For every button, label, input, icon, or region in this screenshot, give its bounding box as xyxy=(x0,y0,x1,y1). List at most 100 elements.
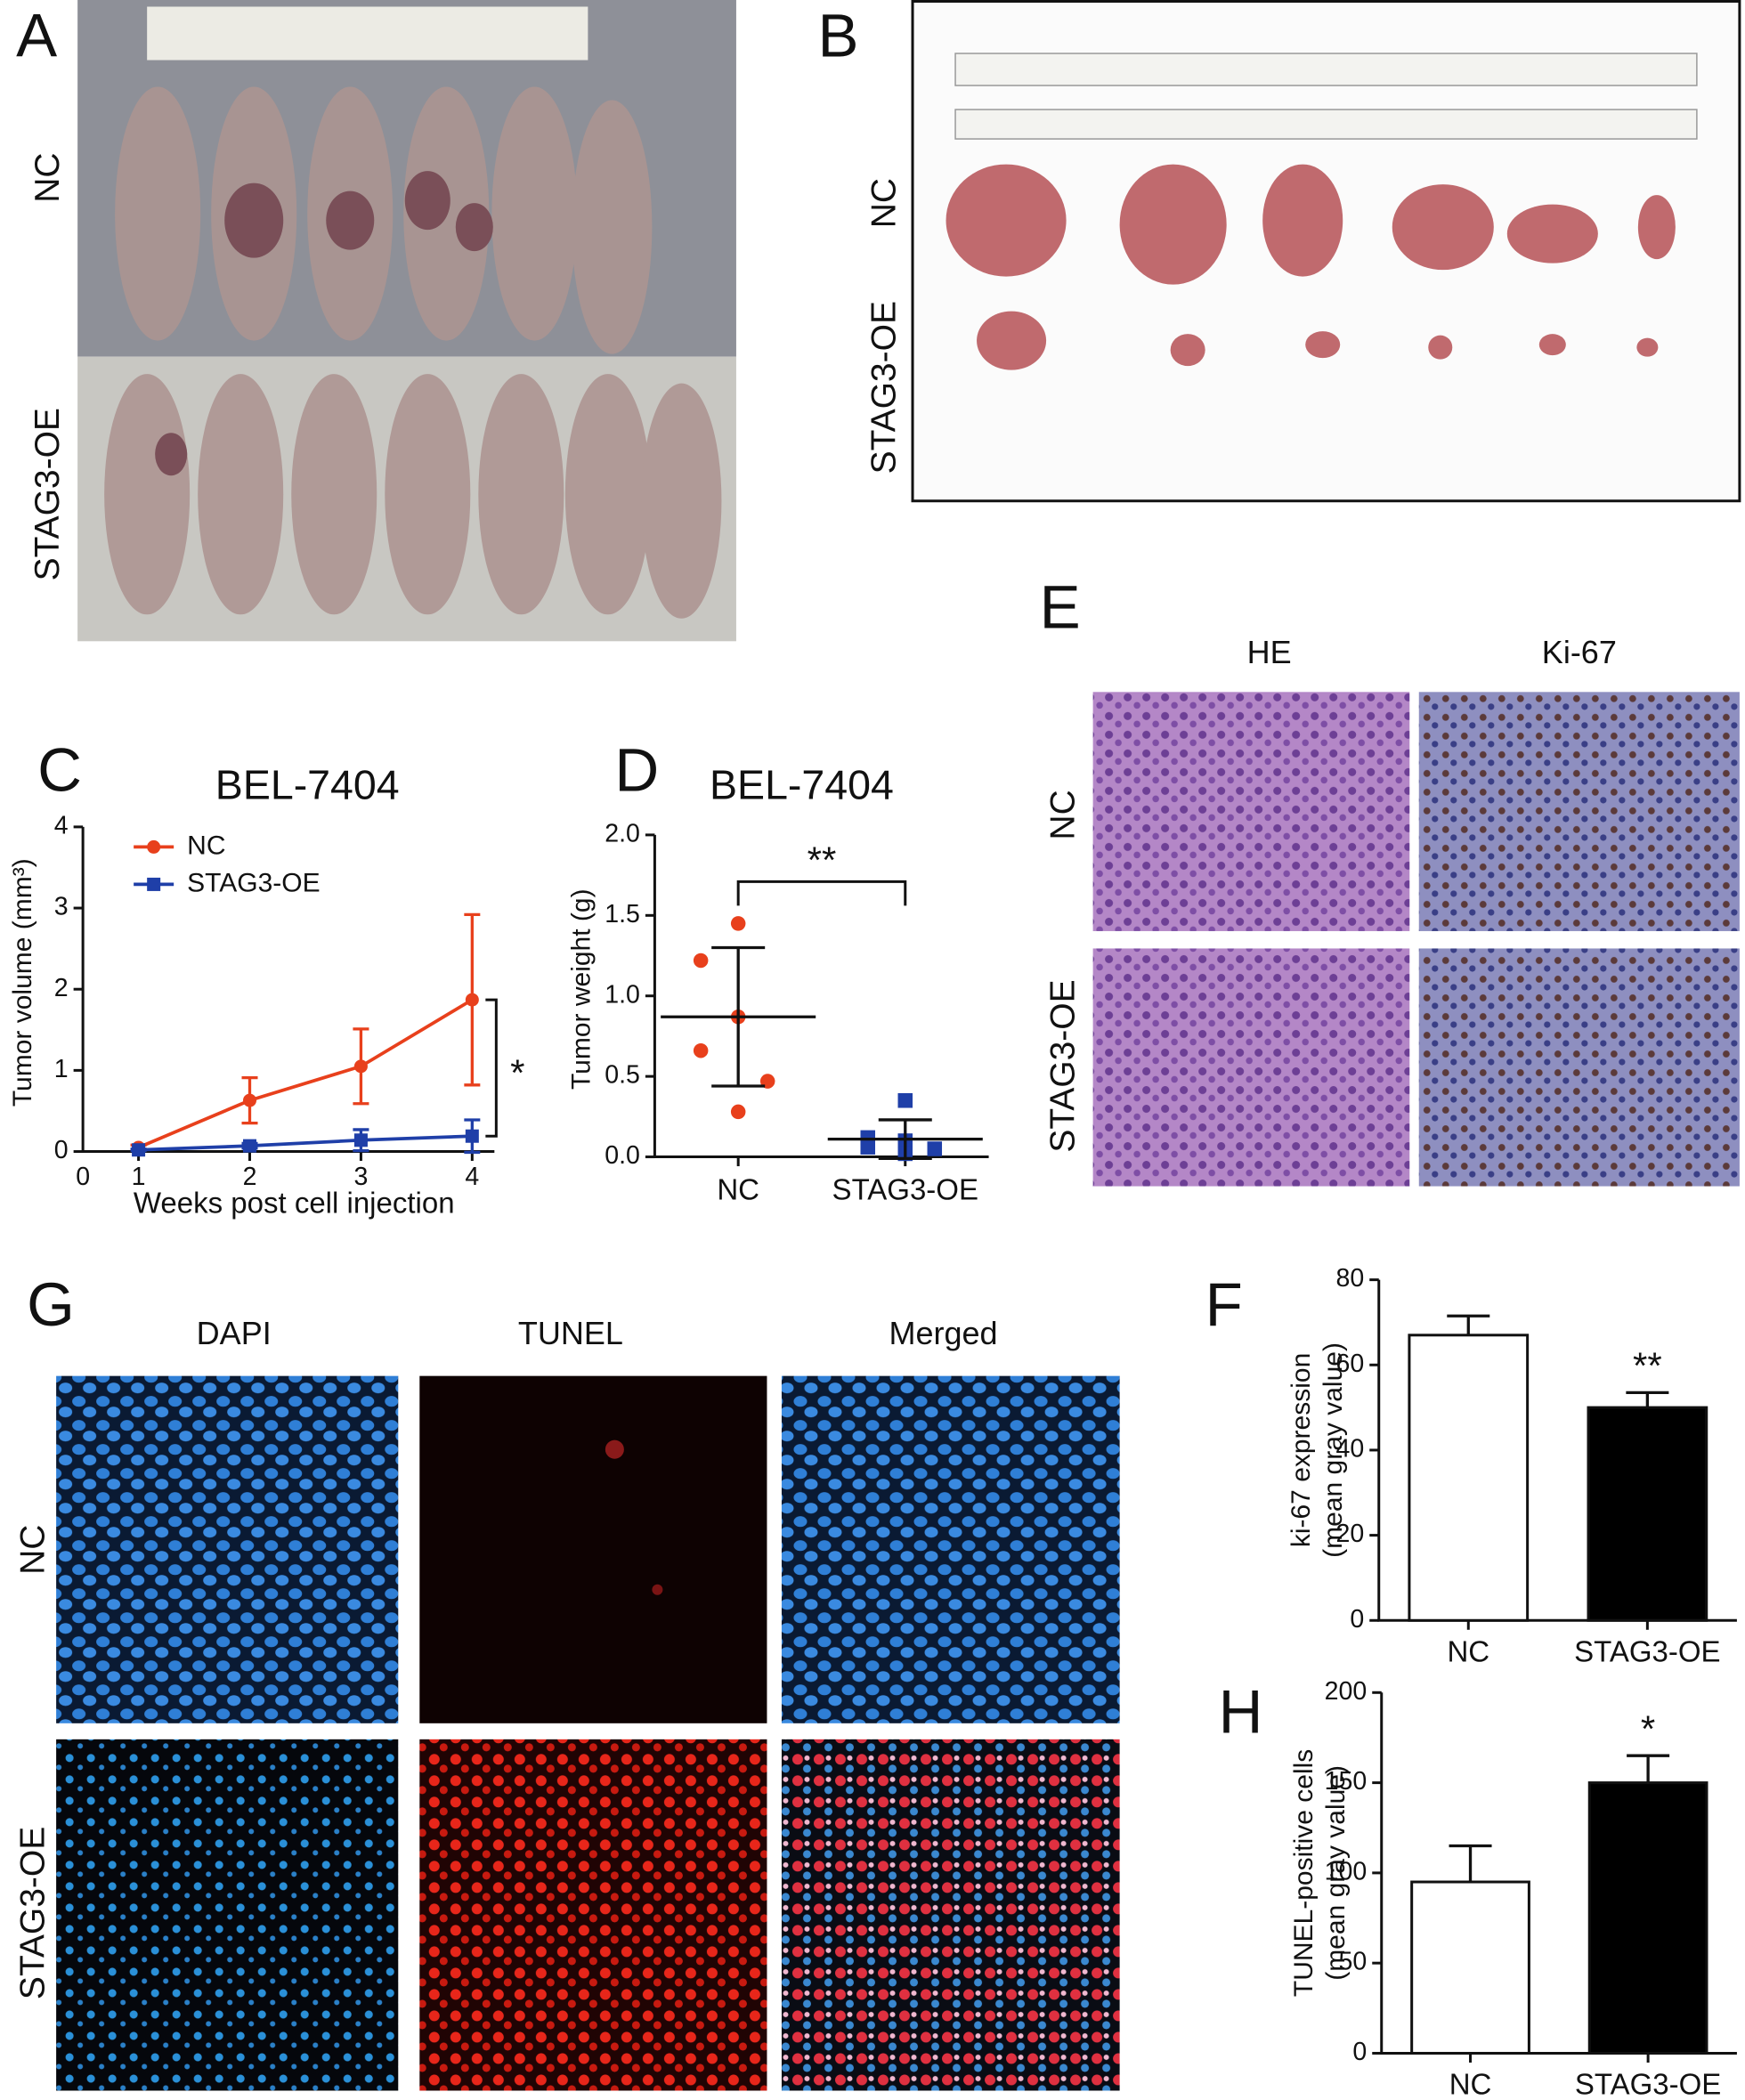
photo-b xyxy=(911,0,1741,503)
data-point xyxy=(693,953,709,969)
legend-label: STAG3-OE xyxy=(187,868,320,897)
bar xyxy=(1587,1781,1708,2055)
x-tick-label: 3 xyxy=(353,1163,368,1191)
y-tick-label: 150 xyxy=(1325,1767,1368,1796)
legend-marker xyxy=(147,839,161,854)
y-tick-label: 0.5 xyxy=(605,1061,640,1090)
legend-marker xyxy=(147,877,161,891)
x-origin-label: 0 xyxy=(76,1163,90,1191)
bar xyxy=(1587,1406,1708,1622)
sd-bar xyxy=(878,1118,932,1161)
y-axis-label: Tumor volume (mm³) xyxy=(8,858,37,1107)
y-tick-label: 1 xyxy=(54,1055,69,1083)
row-label: STAG3-OE xyxy=(13,1827,52,1999)
error-bar xyxy=(1447,1314,1490,1335)
y-axis-label: Tumor weight (g) xyxy=(566,888,596,1090)
axis-line xyxy=(653,834,989,1159)
photo-a xyxy=(77,0,736,642)
panel-letter: G xyxy=(27,1270,75,1339)
row-label: NC xyxy=(28,152,67,202)
error-bar xyxy=(1449,1844,1492,1883)
y-tick-label: 20 xyxy=(1336,1520,1365,1548)
data-point xyxy=(353,1133,368,1147)
y-tick-label: 1.5 xyxy=(605,900,640,928)
y-tick-label: 2.0 xyxy=(605,819,640,847)
panel-letter: B xyxy=(817,1,858,69)
data-point xyxy=(242,1139,257,1153)
y-tick-label: 0.0 xyxy=(605,1141,640,1170)
column-label: Ki-67 xyxy=(1542,634,1617,670)
series-line xyxy=(138,1134,473,1152)
data-point xyxy=(465,993,479,1007)
data-point xyxy=(927,1141,943,1156)
panel-letter: A xyxy=(16,1,57,69)
data-point xyxy=(897,1093,913,1108)
y-tick-label: 4 xyxy=(54,811,69,839)
row-label: NC xyxy=(1043,790,1082,839)
panel-letter: H xyxy=(1219,1678,1263,1747)
x-tick-label: 2 xyxy=(243,1163,257,1191)
row-label: STAG3-OE xyxy=(1043,979,1082,1152)
x-tick-label: STAG3-OE xyxy=(832,1172,978,1205)
column-label: TUNEL xyxy=(518,1315,623,1351)
column-label: DAPI xyxy=(197,1315,272,1351)
y-tick-label: 40 xyxy=(1336,1434,1365,1463)
significance-bracket xyxy=(485,998,498,1138)
y-tick-label: 0 xyxy=(1352,2038,1367,2066)
x-tick-label: NC xyxy=(1449,2068,1492,2100)
data-point xyxy=(353,1059,368,1074)
x-tick-label: 4 xyxy=(465,1163,479,1191)
data-point xyxy=(860,1139,876,1155)
data-point xyxy=(730,916,746,931)
bar xyxy=(1408,1334,1530,1622)
sd-bar xyxy=(711,945,766,1088)
y-axis-label: (mean gray value) xyxy=(1319,1342,1348,1558)
y-tick-label: 100 xyxy=(1325,1857,1368,1885)
x-tick-label: STAG3-OE xyxy=(1575,2068,1721,2100)
chart-title: BEL-7404 xyxy=(710,762,894,808)
data-point xyxy=(730,1104,746,1120)
data-point xyxy=(132,1143,146,1157)
row-label: NC xyxy=(864,178,903,228)
y-tick-label: 3 xyxy=(54,893,69,921)
y-tick-label: 60 xyxy=(1336,1350,1365,1378)
x-tick-label: NC xyxy=(1447,1635,1489,1668)
fluorescence-images xyxy=(56,1375,1120,2091)
y-tick-label: 200 xyxy=(1325,1677,1368,1706)
data-point xyxy=(693,1042,709,1058)
y-tick-label: 80 xyxy=(1336,1264,1365,1293)
column-label: Merged xyxy=(889,1315,998,1351)
y-axis-label: (mean gray value) xyxy=(1321,1765,1351,1981)
series-line xyxy=(137,998,474,1149)
error-bar xyxy=(1627,1754,1670,1783)
data-point xyxy=(465,1129,479,1143)
y-tick-label: 0 xyxy=(1350,1605,1364,1634)
significance: * xyxy=(1641,1707,1655,1749)
panel-letter: C xyxy=(37,736,82,805)
legend-label: NC xyxy=(187,831,225,860)
y-tick-label: 2 xyxy=(54,974,69,1002)
panel-letter: E xyxy=(1040,573,1081,642)
significance-bracket xyxy=(736,880,907,906)
significance: ** xyxy=(808,839,837,881)
panel-letter: D xyxy=(614,736,659,805)
y-axis-label: ki-67 expression xyxy=(1286,1353,1316,1547)
data-point xyxy=(242,1093,257,1107)
row-label: NC xyxy=(13,1525,52,1575)
row-label: STAG3-OE xyxy=(28,408,67,580)
x-tick-label: STAG3-OE xyxy=(1574,1635,1720,1668)
significance: * xyxy=(510,1052,524,1094)
y-tick-label: 0 xyxy=(54,1136,69,1164)
x-axis-label: Weeks post cell injection xyxy=(134,1186,455,1219)
y-axis-label: TUNEL-positive cells xyxy=(1289,1749,1319,1997)
histology-images xyxy=(1092,692,1740,1187)
row-label: STAG3-OE xyxy=(864,301,903,474)
bar xyxy=(1410,1880,1530,2055)
y-tick-label: 1.0 xyxy=(605,980,640,1009)
panel-letter: F xyxy=(1205,1270,1243,1339)
y-tick-label: 50 xyxy=(1339,1948,1368,1976)
error-bar xyxy=(1626,1391,1669,1408)
x-tick-label: 1 xyxy=(132,1163,146,1191)
